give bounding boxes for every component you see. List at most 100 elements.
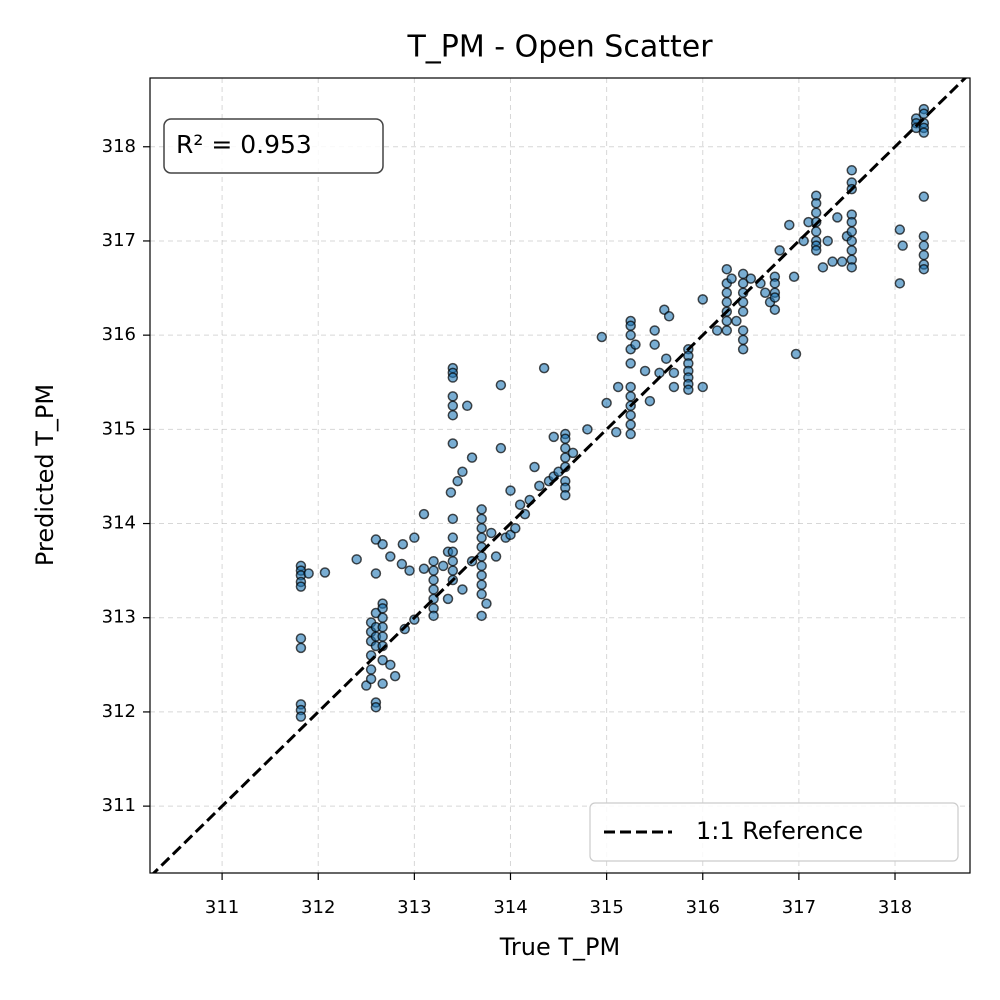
scatter-point	[476, 570, 487, 581]
scatter-point	[683, 384, 694, 396]
scatter-point	[476, 504, 487, 515]
scatter-point	[385, 659, 396, 671]
scatter-point	[476, 560, 487, 572]
scatter-point	[918, 230, 930, 242]
scatter-point	[377, 631, 388, 642]
scatter-point	[737, 306, 749, 317]
scatter-point	[711, 325, 723, 336]
y-tick-label: 314	[102, 513, 136, 534]
scatter-point	[428, 610, 439, 622]
y-tick-label: 312	[102, 701, 136, 722]
scatter-point	[610, 426, 622, 438]
scatter-point	[447, 555, 459, 567]
scatter-point	[319, 567, 331, 578]
scatter-point	[663, 311, 675, 322]
scatter-point	[447, 372, 459, 383]
scatter-point	[827, 256, 838, 267]
scatter-point	[788, 271, 800, 282]
plot-frame	[149, 77, 971, 874]
scatter-point	[625, 320, 636, 331]
scatter-point	[476, 588, 487, 600]
scatter-point	[466, 452, 478, 463]
scatter-point	[649, 325, 660, 336]
scatter-point	[596, 331, 608, 343]
scatter-point	[846, 262, 858, 273]
scatter-point	[437, 560, 449, 572]
scatter-point	[918, 127, 930, 138]
scatter-point	[769, 304, 781, 315]
x-tick-label: 311	[205, 897, 239, 918]
scatter-point	[790, 348, 802, 360]
scatter-point	[639, 365, 651, 377]
scatter-point	[668, 367, 680, 379]
scatter-point	[529, 461, 540, 473]
scatter-point	[447, 400, 459, 412]
scatter-point	[737, 334, 749, 346]
scatter-point	[625, 358, 636, 369]
scatter-point	[447, 532, 459, 543]
scatter-point	[495, 442, 507, 454]
scatter-point	[774, 245, 785, 256]
scatter-point	[457, 584, 468, 595]
scatter-point	[731, 315, 742, 327]
scatter-point	[625, 381, 636, 393]
scatter-point	[396, 558, 408, 570]
scatter-point	[457, 466, 468, 477]
scatter-point	[404, 565, 415, 576]
x-tick-label: 315	[589, 897, 623, 918]
scatter-point	[810, 198, 822, 209]
scatter-point	[418, 508, 430, 520]
scatter-point	[428, 574, 439, 586]
scatter-point	[370, 701, 382, 713]
scatter-point	[759, 287, 771, 299]
scatter-point	[490, 551, 502, 562]
scatter-point	[832, 212, 843, 223]
scatter-point	[810, 207, 822, 218]
scatter-point	[365, 673, 377, 685]
scatter-point	[822, 235, 833, 247]
plot-area	[151, 78, 968, 873]
grid	[150, 78, 970, 873]
scatter-point	[461, 400, 473, 412]
scatter-point	[726, 273, 737, 284]
scatter-point	[668, 381, 680, 393]
scatter-point	[810, 226, 822, 237]
scatter-point	[737, 325, 749, 336]
scatter-point	[817, 262, 829, 273]
scatter-point	[548, 431, 560, 443]
scatter-point	[769, 292, 781, 303]
scatter-point	[377, 654, 388, 666]
x-tick-label: 314	[493, 897, 527, 918]
legend-label: 1:1 Reference	[696, 817, 863, 845]
scatter-point	[721, 325, 733, 336]
axes: 311 312 313 314 315 316 317 318 311 312 313 314 315 3…	[102, 77, 971, 918]
y-tick-label: 315	[102, 418, 136, 439]
scatter-point	[784, 219, 795, 231]
scatter-point	[649, 339, 660, 350]
y-tick-label: 317	[102, 230, 136, 251]
x-tick-label: 312	[301, 897, 335, 918]
scatter-point	[846, 235, 858, 247]
scatter-point	[495, 379, 507, 391]
y-tick-label: 318	[102, 136, 136, 157]
y-axis-label: Predicted T_PM	[31, 384, 59, 566]
x-tick-label: 317	[782, 897, 816, 918]
scatter-point	[582, 424, 593, 435]
scatter-point	[625, 329, 636, 341]
scatter-point	[397, 539, 409, 550]
scatter-point	[697, 294, 709, 305]
scatter-point	[295, 581, 307, 592]
scatter-point	[625, 391, 636, 402]
scatter-point	[721, 287, 733, 299]
scatter-point	[745, 273, 757, 284]
x-tick-label: 318	[878, 897, 912, 918]
scatter-point	[370, 568, 382, 579]
scatter-point	[625, 409, 636, 421]
scatter-point	[486, 527, 497, 539]
x-axis-label: True T_PM	[499, 933, 620, 961]
scatter-point	[810, 245, 822, 256]
scatter-point	[918, 249, 930, 261]
scatter-point	[514, 499, 526, 510]
scatter-point	[538, 362, 550, 374]
